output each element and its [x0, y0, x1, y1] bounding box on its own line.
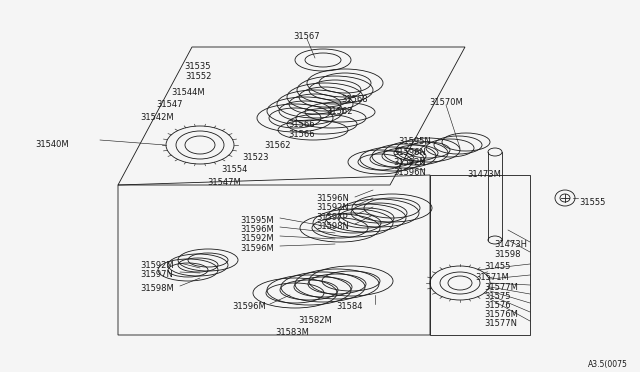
Text: 31584: 31584	[336, 302, 362, 311]
Text: 31544M: 31544M	[171, 88, 205, 97]
Text: 31575: 31575	[484, 292, 511, 301]
Text: 31577M: 31577M	[484, 283, 518, 292]
Text: 31592M: 31592M	[140, 261, 173, 270]
Text: 31596N: 31596N	[316, 194, 349, 203]
Text: 31595M: 31595M	[240, 216, 274, 225]
Text: 31547M: 31547M	[207, 178, 241, 187]
Text: 31597N: 31597N	[140, 270, 173, 279]
Text: 31576M: 31576M	[484, 310, 518, 319]
Text: 31542M: 31542M	[140, 113, 174, 122]
Text: 31562: 31562	[327, 107, 353, 116]
Text: 31567: 31567	[294, 32, 320, 41]
Text: 31473M: 31473M	[467, 170, 501, 179]
Text: A3.5(0075: A3.5(0075	[588, 360, 628, 369]
Text: 31568: 31568	[342, 95, 368, 104]
Text: 31570M: 31570M	[429, 98, 463, 107]
Text: 31598N: 31598N	[316, 222, 349, 231]
Text: 31547: 31547	[157, 100, 183, 109]
Text: 31566: 31566	[289, 130, 316, 139]
Text: 31576: 31576	[484, 301, 511, 310]
Text: 31552: 31552	[185, 72, 211, 81]
Text: 31523: 31523	[243, 153, 269, 162]
Text: 31595N: 31595N	[398, 137, 431, 146]
Text: 31540M: 31540M	[35, 140, 69, 149]
Text: 31554: 31554	[221, 165, 247, 174]
Text: 31577N: 31577N	[484, 319, 517, 328]
Text: 31596M: 31596M	[240, 244, 274, 253]
Text: 31592M: 31592M	[240, 234, 274, 243]
Text: 31473H: 31473H	[494, 240, 527, 249]
Text: 31596N: 31596N	[393, 148, 426, 157]
Text: 31596N: 31596N	[393, 168, 426, 177]
Text: 31582M: 31582M	[298, 316, 332, 325]
Text: 31596M: 31596M	[240, 225, 274, 234]
Text: 31598M: 31598M	[140, 284, 173, 293]
Text: 31571M: 31571M	[475, 273, 509, 282]
Text: 31592N: 31592N	[316, 203, 349, 212]
Text: 31597P: 31597P	[316, 213, 348, 222]
Text: 31562: 31562	[265, 141, 291, 150]
Text: 31583M: 31583M	[275, 328, 309, 337]
Text: 31535: 31535	[185, 62, 211, 71]
Text: 31566: 31566	[289, 120, 316, 129]
Text: 31555: 31555	[579, 198, 605, 207]
Text: 31455: 31455	[484, 262, 510, 271]
Text: 31596M: 31596M	[232, 302, 266, 311]
Text: 31598: 31598	[494, 250, 520, 259]
Text: 31592N: 31592N	[393, 158, 426, 167]
